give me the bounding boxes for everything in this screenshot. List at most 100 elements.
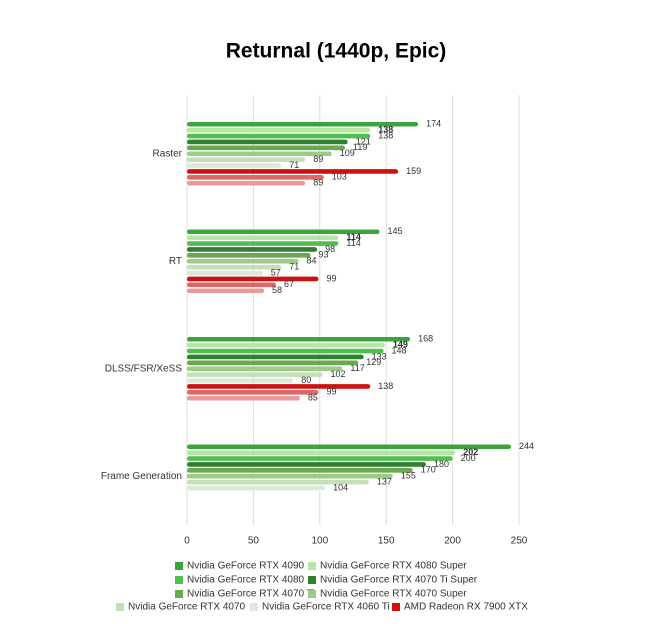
bar [187, 270, 263, 276]
value-label: 58 [272, 285, 282, 295]
bar [187, 288, 265, 294]
legend-swatch [308, 562, 316, 570]
value-label: 80 [301, 375, 311, 385]
bar [187, 157, 306, 162]
bar [187, 450, 456, 455]
bar [187, 253, 311, 258]
bar [187, 241, 339, 246]
legend-swatch [175, 562, 183, 570]
value-label: 98 [325, 244, 335, 254]
bar [187, 264, 282, 270]
value-label: 174 [426, 119, 441, 129]
bar [187, 462, 427, 467]
bar [187, 121, 419, 127]
value-label: 102 [330, 369, 345, 379]
chart-title: Returnal (1440p, Epic) [226, 40, 447, 63]
legend-label: Nvidia GeForce RTX 4080 Super [320, 561, 467, 572]
bar [187, 354, 364, 360]
bar [187, 133, 371, 139]
value-label: 138 [378, 381, 393, 391]
bar [187, 395, 300, 401]
value-label: 133 [372, 351, 387, 361]
legend-label: Nvidia GeForce RTX 4070 Super [320, 589, 467, 600]
value-label: 170 [421, 465, 436, 475]
bar [187, 139, 348, 145]
legend-swatch [392, 603, 400, 611]
value-label: 121 [356, 136, 371, 146]
x-tick-label: 250 [511, 536, 528, 547]
value-label: 149 [393, 340, 408, 350]
value-label: 114 [346, 238, 360, 248]
bar [187, 372, 323, 377]
legend-label: Nvidia GeForce RTX 4070 [128, 602, 246, 613]
value-label: 85 [308, 393, 318, 403]
bar [187, 366, 343, 372]
value-label: 71 [289, 262, 299, 272]
bar [187, 348, 384, 354]
bar [187, 127, 371, 133]
value-label: 180 [434, 459, 449, 469]
value-label: 155 [401, 471, 416, 481]
bar [187, 175, 324, 180]
bar [187, 180, 306, 186]
x-tick-label: 100 [311, 536, 328, 547]
value-label: 202 [463, 447, 478, 457]
category-label: DLSS/FSR/XeSS [105, 363, 183, 374]
value-label: 244 [519, 441, 534, 451]
x-tick-label: 50 [248, 536, 260, 547]
bar [187, 235, 339, 240]
category-label: RT [169, 256, 182, 267]
value-label: 99 [326, 387, 336, 397]
bar [187, 163, 282, 168]
legend-label: Nvidia GeForce RTX 4080 [187, 575, 305, 586]
bar [187, 145, 346, 151]
value-label: 200 [461, 453, 476, 463]
x-tick-label: 0 [184, 536, 190, 547]
bar [187, 258, 299, 264]
category-label: Raster [153, 148, 183, 159]
bar [187, 169, 399, 174]
bar [187, 282, 276, 288]
value-label: 168 [418, 334, 433, 344]
value-label: 145 [388, 226, 403, 236]
value-label: 109 [340, 148, 355, 158]
legend-swatch [116, 603, 124, 611]
bar [187, 378, 294, 383]
bar [187, 384, 371, 389]
bar [187, 360, 359, 366]
bar [187, 247, 318, 252]
bar [187, 276, 319, 282]
value-label: 138 [378, 130, 393, 140]
bar [187, 229, 380, 235]
value-label: 104 [333, 482, 348, 492]
x-tick-label: 200 [444, 536, 461, 547]
category-label: Frame Generation [101, 471, 182, 482]
legend-label: Nvidia GeForce RTX 4070 Ti Super [320, 575, 478, 586]
value-label: 159 [406, 166, 421, 176]
value-label: 99 [326, 273, 336, 283]
bar [187, 468, 413, 473]
value-label: 93 [319, 250, 329, 260]
value-label: 148 [392, 345, 407, 355]
value-label: 117 [350, 363, 364, 373]
bar [187, 390, 319, 395]
value-label: 114 [346, 232, 361, 242]
value-label: 89 [313, 178, 323, 188]
value-label: 57 [271, 267, 281, 277]
bar [187, 342, 385, 348]
value-label: 119 [353, 142, 367, 152]
bar [187, 473, 393, 479]
legend-label: Nvidia GeForce RTX 4070 Ti [187, 589, 315, 600]
legend-swatch [308, 576, 316, 584]
bar [187, 485, 326, 491]
legend-label: Nvidia GeForce RTX 4060 Ti [262, 602, 390, 613]
value-label: 137 [377, 477, 392, 487]
legend-swatch [250, 603, 258, 611]
legend-swatch [175, 576, 183, 584]
value-label: 138 [378, 125, 393, 135]
value-label: 84 [307, 256, 317, 266]
value-label: 103 [332, 172, 347, 182]
x-tick-label: 150 [378, 536, 395, 547]
bar [187, 456, 453, 461]
